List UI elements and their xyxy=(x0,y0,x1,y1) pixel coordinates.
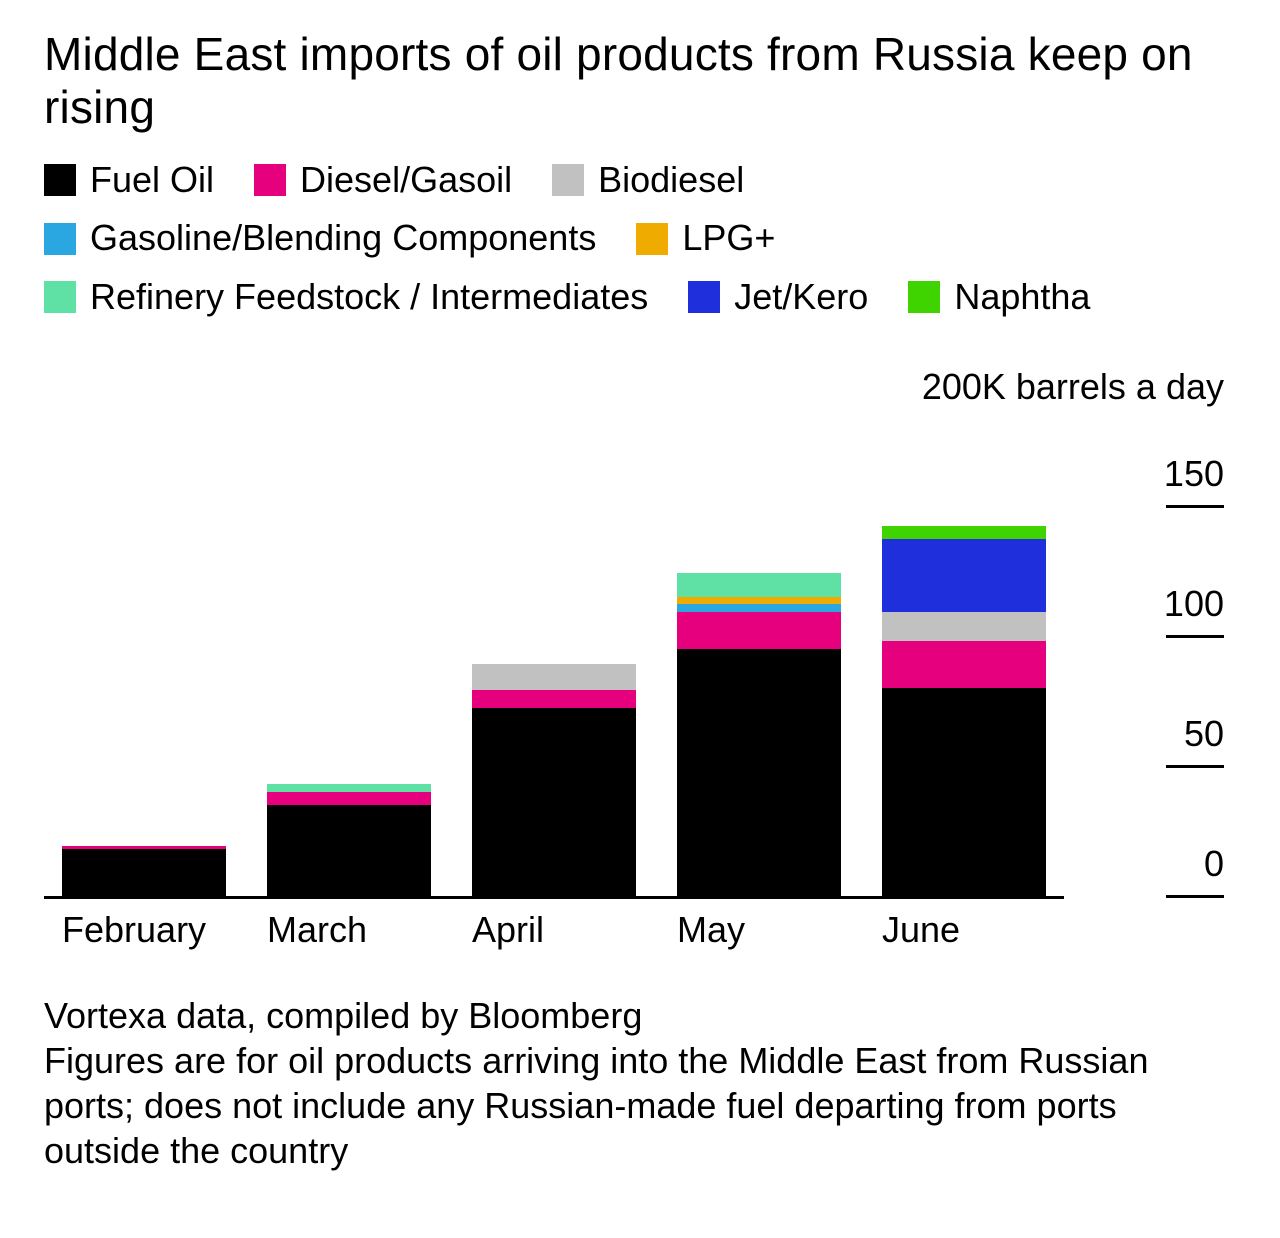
x-axis-labels: February March April May June xyxy=(44,899,1064,951)
y-axis-tick: 150 xyxy=(1144,453,1224,508)
bar-segment xyxy=(62,849,226,896)
footnote: Vortexa data, compiled by Bloomberg Figu… xyxy=(44,993,1224,1173)
legend-item: Gasoline/Blending Components xyxy=(44,214,596,263)
bar-segment xyxy=(472,664,636,690)
bar-segment xyxy=(882,641,1046,688)
bar-segment xyxy=(677,604,841,612)
x-axis-label: April xyxy=(472,909,636,951)
bar xyxy=(677,573,841,895)
bar-segment xyxy=(882,526,1046,539)
legend-swatch xyxy=(44,281,76,313)
legend-swatch xyxy=(44,223,76,255)
bar-segment xyxy=(882,612,1046,641)
x-axis-label: February xyxy=(62,909,226,951)
legend-label: Fuel Oil xyxy=(90,156,214,205)
bar-segment xyxy=(677,597,841,605)
legend-item: Diesel/Gasoil xyxy=(254,156,512,205)
x-axis-label: June xyxy=(882,909,1046,951)
y-axis-tick-value: 150 xyxy=(1144,453,1224,495)
y-axis-tick: 50 xyxy=(1144,713,1224,768)
legend-item: Refinery Feedstock / Intermediates xyxy=(44,273,648,322)
legend-label: Naphtha xyxy=(954,273,1090,322)
legend-item: Biodiesel xyxy=(552,156,744,205)
legend-label: Refinery Feedstock / Intermediates xyxy=(90,273,648,322)
footnote-source: Vortexa data, compiled by Bloomberg xyxy=(44,993,1224,1038)
bar xyxy=(472,664,636,895)
legend-label: Biodiesel xyxy=(598,156,744,205)
footnote-detail: Figures are for oil products arriving in… xyxy=(44,1038,1224,1173)
y-axis-tick-value: 50 xyxy=(1144,713,1224,755)
y-axis-tick-mark xyxy=(1166,765,1224,768)
bar-segment xyxy=(677,612,841,648)
bar-segment xyxy=(472,690,636,708)
bar-segment xyxy=(882,539,1046,612)
bar-segment xyxy=(677,573,841,596)
x-axis-label: March xyxy=(267,909,431,951)
legend-label: Diesel/Gasoil xyxy=(300,156,512,205)
legend-label: Jet/Kero xyxy=(734,273,868,322)
y-axis-tick: 100 xyxy=(1144,583,1224,638)
legend-item: Jet/Kero xyxy=(688,273,868,322)
bar-segment xyxy=(677,649,841,896)
plot-area xyxy=(44,376,1064,899)
bar-segment xyxy=(267,805,431,896)
legend-label: LPG+ xyxy=(682,214,775,263)
legend-swatch xyxy=(908,281,940,313)
bar-segment xyxy=(267,784,431,792)
legend-swatch xyxy=(688,281,720,313)
bar xyxy=(62,846,226,895)
legend-item: Fuel Oil xyxy=(44,156,214,205)
y-axis-tick-mark xyxy=(1166,635,1224,638)
bar-segment xyxy=(267,792,431,805)
chart-title: Middle East imports of oil products from… xyxy=(44,28,1236,134)
y-axis: 0 50 100 150 xyxy=(1064,376,1224,896)
y-axis-tick: 0 xyxy=(1144,843,1224,898)
x-axis-label: May xyxy=(677,909,841,951)
bar xyxy=(267,784,431,896)
legend: Fuel Oil Diesel/Gasoil BiodieselGasoline/B… xyxy=(44,156,1194,322)
legend-swatch xyxy=(254,164,286,196)
bar-segment xyxy=(472,708,636,895)
y-axis-tick-value: 0 xyxy=(1144,843,1224,885)
y-axis-tick-value: 100 xyxy=(1144,583,1224,625)
bar xyxy=(882,526,1046,895)
chart: 200K barrels a day 050100150 FebruaryMar… xyxy=(44,376,1224,951)
legend-item: LPG+ xyxy=(636,214,775,263)
legend-label: Gasoline/Blending Components xyxy=(90,214,596,263)
y-axis-tick-mark xyxy=(1166,505,1224,508)
legend-item: Naphtha xyxy=(908,273,1090,322)
legend-swatch xyxy=(44,164,76,196)
legend-swatch xyxy=(636,223,668,255)
bar-segment xyxy=(882,688,1046,896)
y-axis-tick-mark xyxy=(1166,895,1224,898)
legend-swatch xyxy=(552,164,584,196)
